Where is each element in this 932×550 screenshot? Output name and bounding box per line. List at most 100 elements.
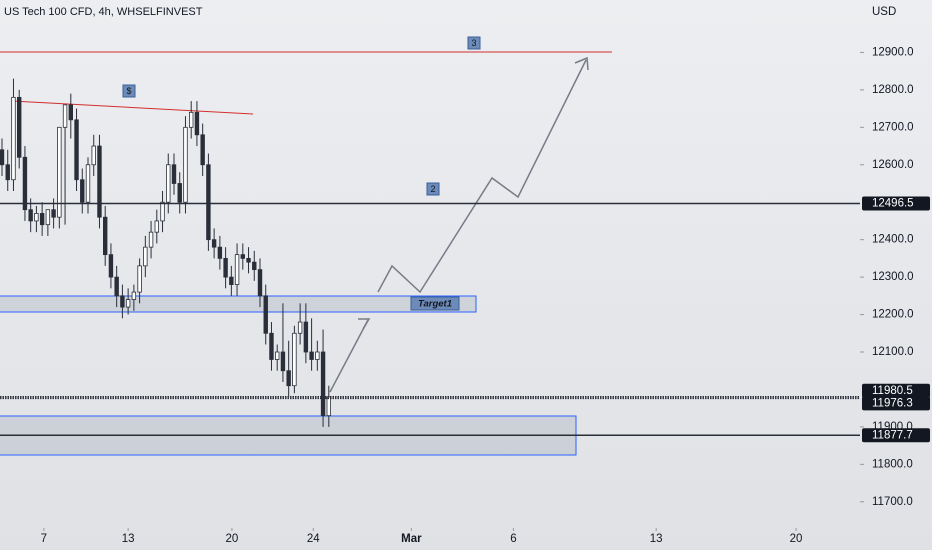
candle-body: [154, 220, 159, 233]
candle-body: [240, 254, 245, 259]
candle-body: [108, 254, 114, 278]
candle-body: [5, 164, 10, 181]
target-zone: [0, 295, 477, 313]
arrow-head: [574, 56, 589, 71]
annotation: $: [126, 86, 131, 96]
candle-body: [120, 295, 125, 308]
x-tick-label: 24: [307, 533, 320, 545]
candle-body: [28, 209, 33, 222]
candle-body: [286, 370, 291, 387]
candle-body: [309, 351, 314, 360]
drawings: $ 2 3 Target1: [0, 36, 612, 456]
y-tick-label: 12400.0: [872, 234, 914, 246]
x-tick-label: 13: [122, 533, 135, 545]
price-tag: [862, 396, 930, 411]
candle-body: [22, 156, 28, 211]
candle-body: [103, 216, 108, 256]
y-tick-label: 12100.0: [872, 346, 914, 358]
candle-body: [223, 257, 228, 278]
y-tick-label: 12300.0: [872, 271, 914, 283]
y-tick-label: 12200.0: [872, 309, 914, 321]
price-tag-label: 11976.3: [872, 397, 913, 409]
price-tag-label: 12496.5: [872, 198, 914, 210]
candle-body: [234, 254, 240, 285]
x-tick-label: 20: [790, 533, 803, 545]
y-tick-label: 12900.0: [872, 46, 914, 58]
candle-body: [85, 164, 91, 203]
candle-body: [34, 213, 39, 222]
y-tick-label: 12800.0: [872, 84, 914, 96]
chart-title: US Tech 100 CFD, 4h, WHSELFINVEST: [4, 6, 203, 18]
candle-body: [57, 126, 62, 218]
candle-body: [200, 134, 205, 166]
y-tick-label: 12700.0: [872, 121, 914, 133]
candle-body: [143, 246, 148, 267]
candle-body: [131, 291, 137, 300]
price-tag-label: 11980.5: [872, 385, 913, 397]
candle-body: [315, 351, 320, 360]
candle-body: [160, 201, 165, 222]
candle-body: [137, 265, 142, 293]
candle-body: [51, 209, 56, 218]
price-tag: [862, 428, 930, 443]
candle-body: [74, 119, 79, 181]
candle-body: [171, 164, 177, 184]
candle-body: [292, 332, 297, 387]
candle-body: [68, 104, 73, 121]
candle-body: [217, 246, 223, 259]
label-box: [467, 36, 481, 50]
annotation: 3: [471, 38, 476, 48]
arrow: [329, 319, 369, 393]
candle-body: [303, 321, 309, 353]
label-box: [426, 182, 440, 196]
annotation: 2: [430, 184, 435, 194]
price-tag: [862, 383, 930, 398]
candle-body: [297, 321, 303, 334]
x-tick-label: 20: [226, 533, 239, 545]
candle-body: [166, 164, 171, 203]
candle-body: [252, 261, 257, 271]
trend-line: [11, 100, 254, 115]
candle-body: [320, 351, 326, 417]
candle-body: [183, 126, 188, 203]
arrow-head: [358, 318, 371, 330]
candle-body: [274, 351, 280, 360]
y-tick-label: 12600.0: [872, 159, 914, 171]
candle-body: [177, 183, 182, 203]
x-tick-label: 7: [41, 533, 47, 545]
price-tag: [862, 196, 930, 211]
candle-body: [246, 257, 251, 263]
arrow: [377, 59, 587, 294]
x-tick-label: 13: [650, 533, 663, 545]
annotation: Target1: [418, 299, 452, 310]
candle-body: [326, 396, 331, 417]
candle-body: [11, 96, 16, 181]
candle-body: [280, 351, 286, 372]
candle-body: [269, 332, 274, 360]
candle-body: [206, 164, 211, 241]
candle-body: [80, 179, 85, 203]
candle-body: [188, 111, 194, 128]
candle-body: [211, 239, 217, 248]
candle-body: [62, 104, 68, 128]
candle-body: [114, 276, 119, 297]
candle-body: [125, 299, 131, 308]
candle-body: [257, 269, 263, 297]
y-tick-label: 11700.0: [872, 496, 913, 508]
price-tag-label: 11877.7: [872, 429, 913, 441]
x-tick-label: Mar: [401, 533, 422, 545]
label-box: [410, 296, 460, 311]
label-box: [122, 84, 136, 98]
candle-body: [45, 209, 51, 226]
candle-body: [263, 295, 268, 334]
candle-body: [229, 276, 234, 285]
candle-body: [16, 96, 22, 158]
candle-body: [194, 111, 200, 136]
x-tick-label: 6: [510, 533, 516, 545]
candle-body: [148, 231, 154, 248]
candle-body: [39, 213, 45, 226]
y-tick-label: 11800.0: [872, 458, 913, 470]
candle-body: [0, 149, 5, 166]
currency: USD: [872, 6, 896, 18]
